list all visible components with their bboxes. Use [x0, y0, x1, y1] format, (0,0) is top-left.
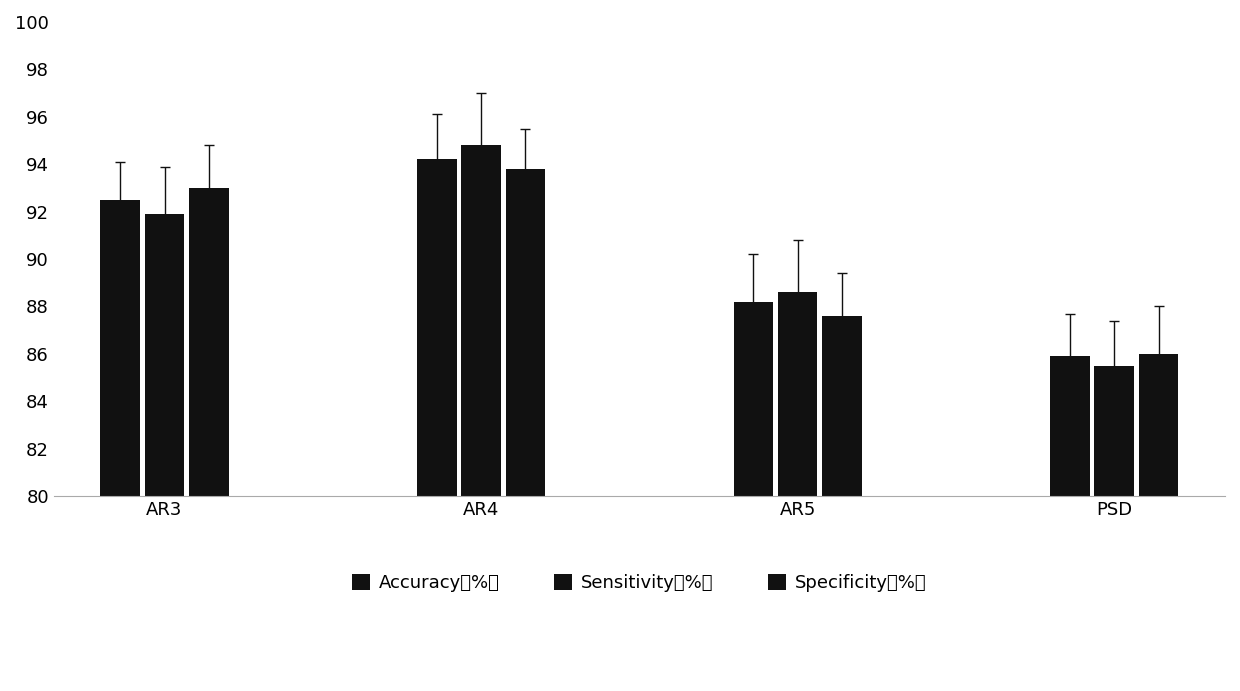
- Bar: [1095, 366, 1135, 496]
- Bar: [145, 214, 185, 496]
- Bar: [506, 169, 546, 496]
- Bar: [1050, 356, 1090, 496]
- Bar: [417, 160, 456, 496]
- Bar: [777, 292, 817, 496]
- Bar: [100, 200, 140, 496]
- Bar: [188, 188, 228, 496]
- Bar: [734, 302, 773, 496]
- Bar: [461, 145, 501, 496]
- Bar: [822, 316, 862, 496]
- Legend: Accuracy（%）, Sensitivity（%）, Specificity（%）: Accuracy（%）, Sensitivity（%）, Specificity…: [345, 567, 934, 599]
- Bar: [1138, 354, 1178, 496]
